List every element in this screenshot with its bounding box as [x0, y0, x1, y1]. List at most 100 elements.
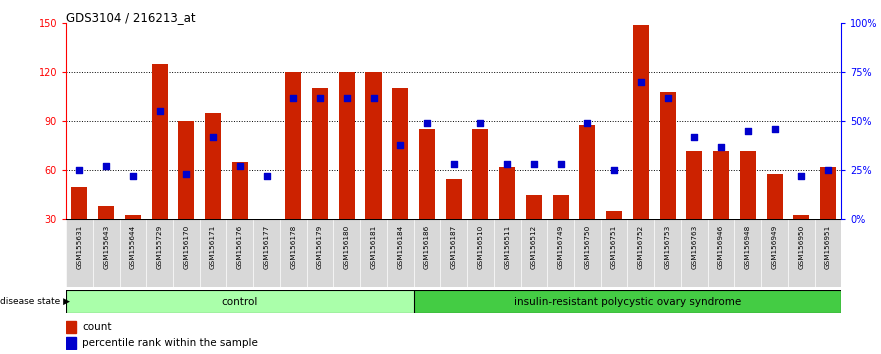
Bar — [601, 219, 627, 287]
Text: GSM156763: GSM156763 — [692, 225, 698, 269]
Text: GSM155631: GSM155631 — [77, 225, 83, 269]
Bar — [472, 130, 488, 269]
Text: GSM156180: GSM156180 — [344, 225, 350, 269]
Bar — [606, 211, 622, 269]
Text: GSM156950: GSM156950 — [798, 225, 804, 269]
Bar — [360, 219, 387, 287]
Text: GSM155643: GSM155643 — [103, 225, 109, 269]
Point — [767, 126, 781, 132]
Bar — [173, 219, 200, 287]
Bar — [226, 219, 253, 287]
Text: GSM156187: GSM156187 — [451, 225, 456, 269]
Text: count: count — [82, 322, 111, 332]
Bar — [413, 219, 440, 287]
Point — [233, 164, 247, 169]
Bar — [521, 219, 547, 287]
Text: GSM155644: GSM155644 — [130, 225, 136, 269]
Text: percentile rank within the sample: percentile rank within the sample — [82, 338, 258, 348]
Text: GSM156751: GSM156751 — [611, 225, 617, 269]
Bar — [253, 219, 280, 287]
Text: GSM155729: GSM155729 — [157, 225, 163, 269]
Text: GSM156511: GSM156511 — [504, 225, 510, 269]
Bar — [707, 219, 735, 287]
Bar — [307, 219, 333, 287]
Bar — [339, 72, 355, 269]
Text: GSM156170: GSM156170 — [183, 225, 189, 269]
Bar — [66, 321, 76, 333]
Point — [72, 167, 86, 173]
Point — [366, 95, 381, 101]
Bar — [200, 219, 226, 287]
Text: GSM156951: GSM156951 — [825, 225, 831, 269]
Point — [313, 95, 327, 101]
Bar — [633, 25, 649, 269]
Point — [687, 134, 701, 140]
Point — [420, 120, 434, 126]
Point — [633, 79, 648, 85]
Bar — [446, 178, 462, 269]
Bar — [285, 72, 301, 269]
Bar — [552, 195, 568, 269]
Point — [527, 162, 541, 167]
Bar — [280, 219, 307, 287]
Bar — [547, 219, 574, 287]
Text: control: control — [222, 297, 258, 307]
Bar — [419, 130, 435, 269]
Bar — [71, 187, 87, 269]
Text: GSM156181: GSM156181 — [371, 225, 376, 269]
Bar — [627, 219, 655, 287]
Bar — [713, 151, 729, 269]
Bar — [312, 88, 328, 269]
Bar — [681, 219, 707, 287]
Bar — [574, 219, 601, 287]
Bar — [66, 219, 93, 287]
Point — [286, 95, 300, 101]
Bar — [232, 162, 248, 269]
Point — [661, 95, 675, 101]
Bar — [413, 290, 841, 313]
Point — [206, 134, 220, 140]
Bar — [152, 64, 167, 269]
Text: GSM156753: GSM156753 — [664, 225, 670, 269]
Text: GSM156178: GSM156178 — [291, 225, 296, 269]
Point — [607, 167, 621, 173]
Bar — [686, 151, 702, 269]
Point — [393, 142, 407, 148]
Point — [500, 162, 515, 167]
Text: GSM156510: GSM156510 — [478, 225, 484, 269]
Text: GSM156946: GSM156946 — [718, 225, 724, 269]
Text: GSM156949: GSM156949 — [772, 225, 778, 269]
Bar — [766, 174, 782, 269]
Bar — [98, 206, 115, 269]
Bar — [66, 290, 413, 313]
Text: GSM156512: GSM156512 — [531, 225, 537, 269]
Text: GSM156749: GSM156749 — [558, 225, 564, 269]
Bar — [440, 219, 467, 287]
Bar — [392, 88, 408, 269]
Bar — [333, 219, 360, 287]
Bar — [660, 92, 676, 269]
Text: GSM156179: GSM156179 — [317, 225, 323, 269]
Point — [714, 144, 728, 150]
Point — [581, 120, 595, 126]
Text: GSM156948: GSM156948 — [744, 225, 751, 269]
Text: GSM156184: GSM156184 — [397, 225, 403, 269]
Text: GSM156186: GSM156186 — [424, 225, 430, 269]
Bar — [387, 219, 413, 287]
Point — [553, 162, 567, 167]
Bar — [258, 223, 275, 269]
Point — [794, 173, 808, 179]
Text: GDS3104 / 216213_at: GDS3104 / 216213_at — [66, 11, 196, 24]
Bar — [178, 121, 195, 269]
Bar — [655, 219, 681, 287]
Bar — [815, 219, 841, 287]
Text: disease state ▶: disease state ▶ — [0, 297, 70, 306]
Point — [180, 171, 194, 177]
Point — [100, 164, 114, 169]
Point — [821, 167, 835, 173]
Text: GSM156177: GSM156177 — [263, 225, 270, 269]
Bar — [366, 72, 381, 269]
Bar — [580, 125, 596, 269]
Point — [473, 120, 487, 126]
Bar — [735, 219, 761, 287]
